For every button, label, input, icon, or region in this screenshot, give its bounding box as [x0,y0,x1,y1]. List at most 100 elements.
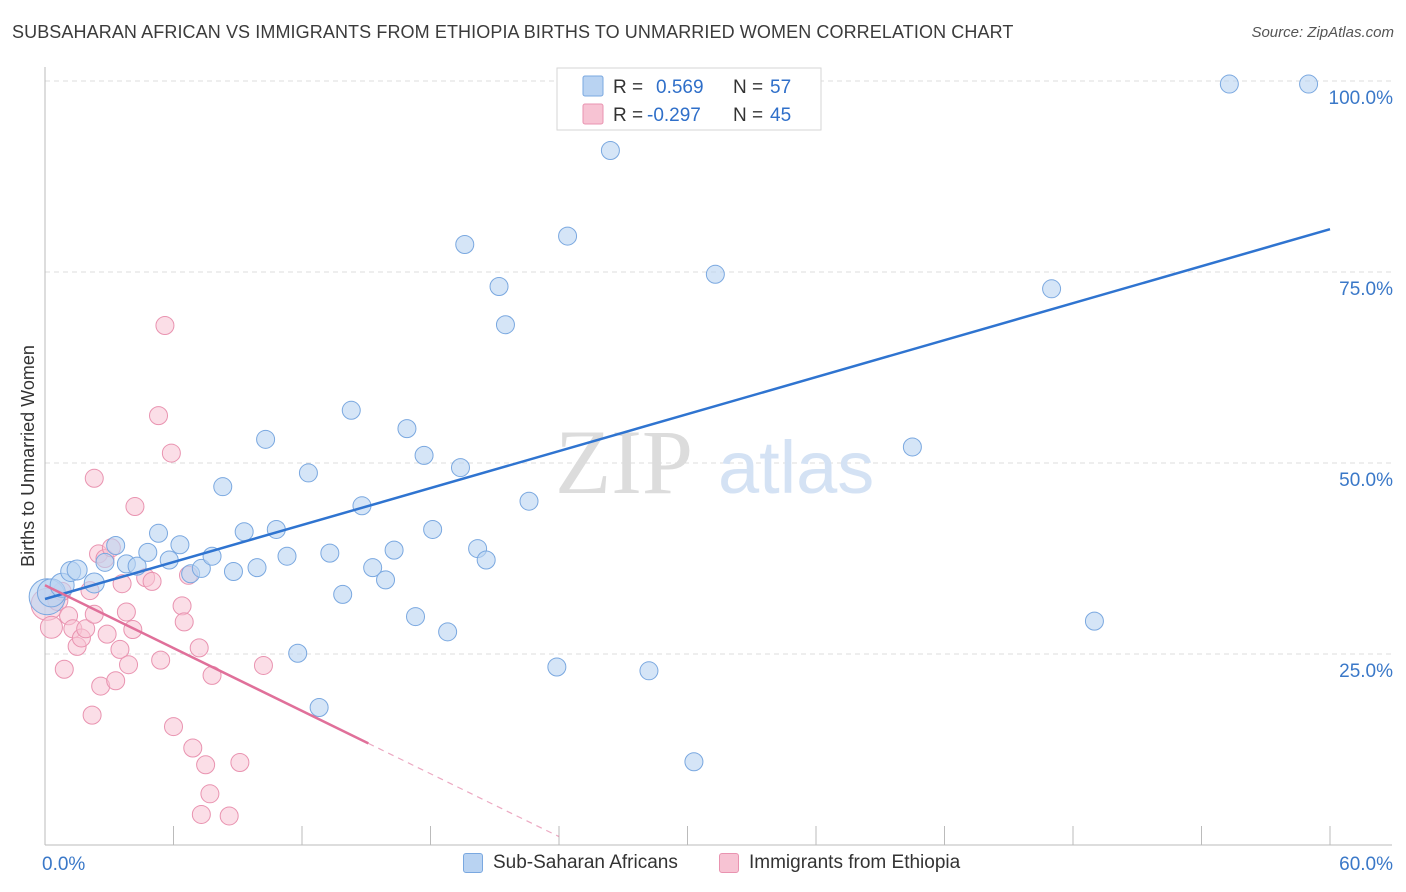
legend-swatch-pink [582,103,604,125]
data-point-subsaharan [234,522,254,542]
data-point-subsaharan [298,463,318,483]
data-point-ethiopia [149,406,169,426]
legend-n-value: 57 [770,77,791,98]
data-point-ethiopia [151,650,171,670]
legend-swatch-blue [463,853,483,873]
data-point-subsaharan [256,429,276,449]
legend-item-subsaharan: Sub-Saharan Africans [463,852,678,874]
data-point-subsaharan [684,752,704,772]
data-point-subsaharan [438,622,458,642]
data-point-ethiopia [172,596,192,616]
data-point-ethiopia [97,624,117,644]
data-point-ethiopia [161,443,181,463]
legend-swatch-pink [719,853,739,873]
trend-line-ethiopia [44,584,369,745]
data-point-subsaharan [489,277,509,297]
trend-line-subsaharan [44,228,1331,601]
data-point-subsaharan [95,552,115,572]
data-point-ethiopia [116,602,136,622]
legend-r-value: 0.569 [656,77,704,98]
series-subsaharan-points [28,74,1319,772]
y-tick-labels: 25.0% 50.0% 75.0% 100.0% [1329,88,1394,682]
data-point-ethiopia [230,752,250,772]
data-point-subsaharan [170,535,190,555]
data-point-subsaharan [600,141,620,161]
watermark-atlas: atlas [718,426,874,509]
data-point-ethiopia [54,659,74,679]
y-tick-label: 25.0% [1339,661,1393,682]
data-point-ethiopia [84,468,104,488]
x-tick-label: 60.0% [1339,854,1393,875]
legend-item-ethiopia: Immigrants from Ethiopia [719,852,960,874]
data-point-subsaharan [558,226,578,246]
legend-n-value: 45 [770,105,791,126]
data-point-ethiopia [164,717,183,737]
legend-bottom: Sub-Saharan Africans Immigrants from Eth… [0,850,1406,880]
y-axis-label: Births to Unmarried Women [18,345,38,567]
data-point-subsaharan [1042,279,1062,299]
legend-label: Sub-Saharan Africans [493,852,678,873]
data-point-subsaharan [66,559,88,581]
data-point-ethiopia [253,655,273,675]
data-point-subsaharan [450,458,470,478]
legend-r-value: -0.297 [647,105,701,126]
y-tick-label: 75.0% [1339,279,1393,300]
data-point-subsaharan [341,400,361,420]
data-point-subsaharan [547,657,567,677]
data-point-subsaharan [495,315,515,335]
data-point-ethiopia [125,497,145,517]
legend-r-label: R = [613,77,643,98]
data-point-ethiopia [196,755,216,775]
legend-n-label: N = [733,105,763,126]
data-point-subsaharan [455,234,475,254]
data-point-subsaharan [902,437,922,457]
data-point-ethiopia [82,705,102,725]
data-point-subsaharan [106,536,126,556]
data-point-subsaharan [406,607,426,627]
data-point-subsaharan [223,561,243,581]
data-point-subsaharan [705,264,725,284]
data-point-subsaharan [277,546,297,566]
legend-label: Immigrants from Ethiopia [749,852,961,873]
data-point-subsaharan [1084,611,1104,631]
gridlines [45,80,1392,655]
data-point-subsaharan [149,523,169,543]
x-tick-label: 0.0% [42,854,85,875]
axes [44,67,1392,846]
data-point-subsaharan [1299,74,1319,94]
data-point-ethiopia [189,638,209,658]
chart-title: SUBSAHARAN AFRICAN VS IMMIGRANTS FROM ET… [12,22,1014,42]
data-point-subsaharan [376,570,396,590]
data-point-subsaharan [423,519,443,539]
data-point-subsaharan [213,477,233,497]
x-tick-labels: 0.0% 60.0% [42,854,1393,875]
data-point-subsaharan [320,543,340,563]
data-point-ethiopia [106,671,126,691]
data-point-ethiopia [191,804,211,824]
data-point-subsaharan [363,558,383,578]
data-point-subsaharan [414,445,434,465]
legend-swatch-blue [582,75,604,97]
source-label: Source: ZipAtlas.com [1251,24,1394,41]
data-point-subsaharan [138,542,158,562]
data-point-subsaharan [519,491,539,511]
data-point-subsaharan [384,540,404,560]
trend-lines [44,228,1331,838]
data-point-ethiopia [200,784,220,804]
trend-line-ethiopia-extension [368,742,560,838]
legend-top: R = 0.569 N = 57 R = -0.297 N = 45 [556,67,822,131]
legend-n-label: N = [733,77,763,98]
data-point-ethiopia [174,612,194,632]
data-point-ethiopia [76,619,96,639]
data-point-subsaharan [333,584,353,604]
data-point-subsaharan [288,643,308,663]
data-point-subsaharan [639,661,659,681]
watermark-zip: ZIP [555,411,693,513]
data-point-ethiopia [219,806,239,826]
data-point-ethiopia [119,655,139,675]
y-tick-label: 100.0% [1329,88,1394,109]
data-point-subsaharan [1219,74,1239,94]
data-point-subsaharan [397,419,417,439]
data-point-subsaharan [191,558,211,578]
